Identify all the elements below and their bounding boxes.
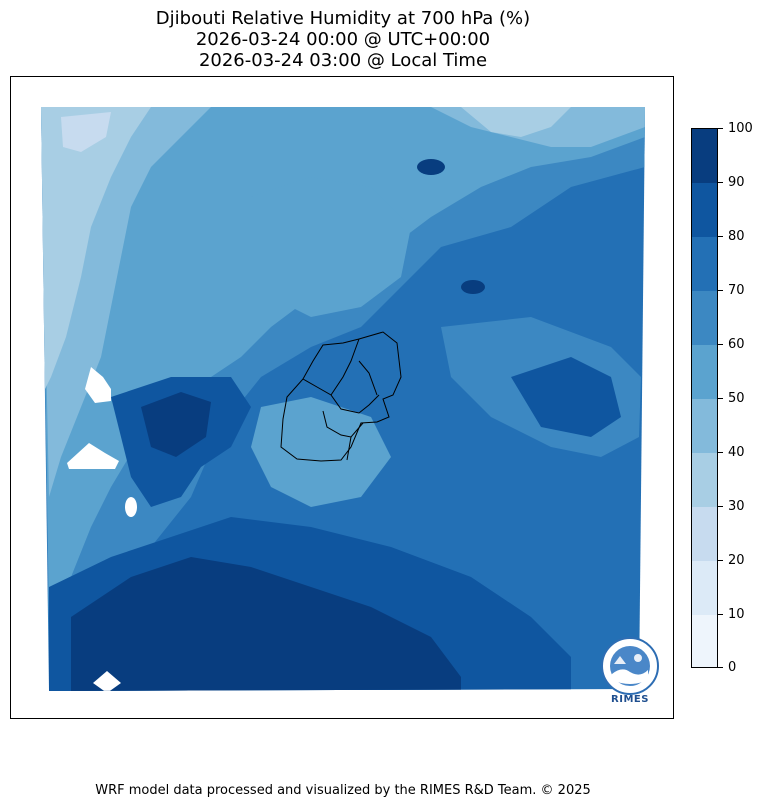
title-line-3: 2026-03-24 03:00 @ Local Time [198,50,488,71]
colorbar-segment-0-10 [692,615,717,667]
field-band-50-60-center [251,177,411,317]
colorbar-segment-20-30 [692,507,717,561]
field-band-30-40-ne [461,107,571,137]
field-band-90-100-ne [461,280,485,294]
colorbar-segment-40-50 [692,399,717,453]
colorbar-segment-50-60 [692,345,717,399]
colorbar-segment-10-20 [692,561,717,615]
colorbar-label-70: 70 [728,283,745,298]
colorbar-label-30: 30 [728,499,745,514]
colorbar-label-20: 20 [728,553,745,568]
missing-data-patch-2 [67,443,119,469]
colorbar-segment-70-80 [692,237,717,291]
map-title: Djibouti Relative Humidity at 700 hPa (%… [0,8,686,71]
missing-data-patch-1 [85,367,111,403]
colorbar-tick-90 [718,182,723,183]
colorbar-tick-60 [718,344,723,345]
colorbar-tick-100 [718,128,723,129]
colorbar-tick-40 [718,452,723,453]
colorbar-segment-30-40 [692,453,717,507]
field-band-80-90-east [511,357,621,437]
missing-data-patch-4 [93,671,121,691]
map-frame [10,76,674,719]
field-band-90-100-south [71,557,461,691]
field-band-30-40 [41,107,151,397]
credit-footer: WRF model data processed and visualized … [95,783,591,798]
rimes-emblem-icon [601,637,659,695]
field-band-90-100-west [141,392,211,457]
title-line-1: Djibouti Relative Humidity at 700 hPa (%… [155,8,531,29]
field-band-50-60 [41,107,645,617]
djibouti-border [280,331,402,462]
colorbar-segment-80-90 [692,183,717,237]
colorbar-label-10: 10 [728,607,745,622]
colorbar-tick-50 [718,398,723,399]
colorbar-segment-90-100 [692,129,717,183]
colorbar-label-80: 80 [728,229,745,244]
colorbar-label-90: 90 [728,175,745,190]
colorbar-tick-0 [718,667,723,668]
colorbar-label-40: 40 [728,445,745,460]
colorbar-label-50: 50 [728,391,745,406]
humidity-map [41,107,645,691]
colorbar-label-100: 100 [728,121,753,136]
title-line-2: 2026-03-24 00:00 @ UTC+00:00 [195,29,491,50]
field-band-20-30 [61,112,111,152]
colorbar-label-60: 60 [728,337,745,352]
missing-data-patch-3 [125,497,137,517]
field-band-90-100-north [417,159,445,175]
colorbar [691,128,718,668]
colorbar-segment-60-70 [692,291,717,345]
colorbar-tick-80 [718,236,723,237]
colorbar-label-0: 0 [728,660,737,675]
rimes-logo: RIMES [598,636,662,708]
colorbar-tick-70 [718,290,723,291]
logo-label: RIMES [611,694,649,705]
colorbar-tick-30 [718,506,723,507]
field-band-50-60-south [251,397,391,507]
colorbar-tick-10 [718,614,723,615]
colorbar-tick-20 [718,560,723,561]
